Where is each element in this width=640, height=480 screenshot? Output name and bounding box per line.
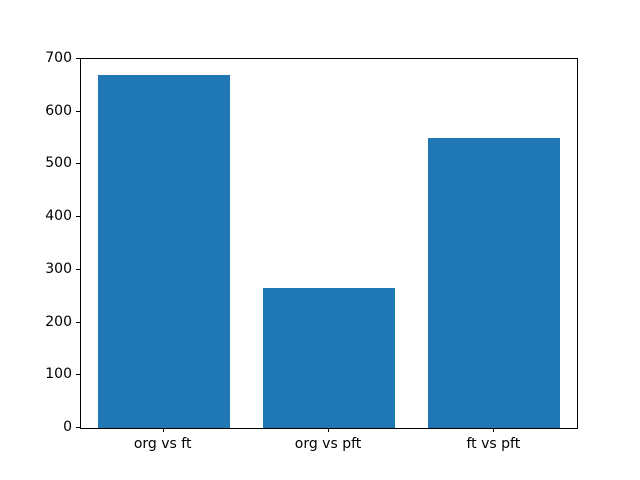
y-tick-label: 400 bbox=[45, 208, 72, 225]
y-tick-mark bbox=[76, 163, 80, 165]
x-tick-mark bbox=[162, 428, 164, 432]
x-tick-label: org vs ft bbox=[133, 436, 192, 452]
y-tick-label: 100 bbox=[45, 366, 72, 383]
y-tick-mark bbox=[76, 110, 80, 112]
y-tick-mark bbox=[76, 268, 80, 270]
y-tick-mark bbox=[76, 374, 80, 376]
y-tick-mark bbox=[76, 427, 80, 428]
y-tick-label: 300 bbox=[45, 260, 72, 277]
plot-area bbox=[80, 58, 578, 429]
y-tick-label: 700 bbox=[45, 50, 72, 66]
y-tick-label: 500 bbox=[45, 155, 72, 172]
y-tick-label: 600 bbox=[45, 102, 72, 119]
x-tick-mark bbox=[493, 428, 495, 432]
bar-org-vs-ft bbox=[97, 74, 230, 428]
x-tick-label: ft vs pft bbox=[466, 436, 521, 452]
y-tick-label: 0 bbox=[63, 419, 72, 435]
y-tick-mark bbox=[76, 321, 80, 323]
bar-org-vs-pft bbox=[262, 288, 396, 428]
y-tick-label: 200 bbox=[45, 313, 72, 330]
y-tick-mark bbox=[76, 216, 80, 218]
y-tick-mark bbox=[76, 58, 80, 59]
bar-ft-vs-pft bbox=[428, 138, 561, 428]
x-tick-label: org vs pft bbox=[294, 436, 362, 452]
x-tick-mark bbox=[328, 428, 329, 432]
